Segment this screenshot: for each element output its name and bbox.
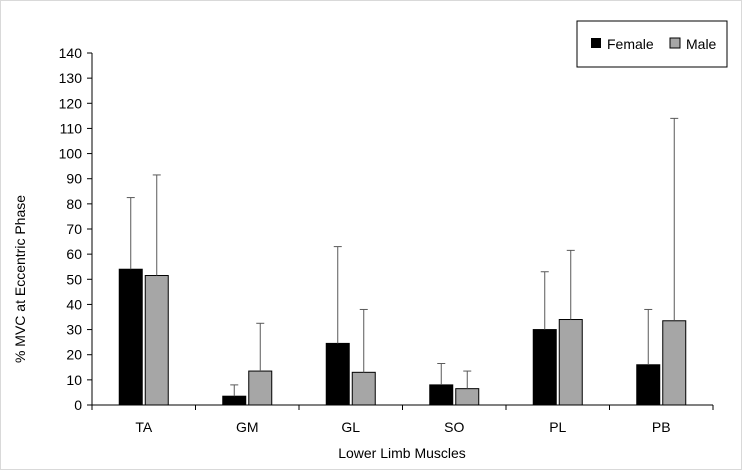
legend-swatch-male (669, 37, 681, 49)
y-tick-label: 30 (66, 322, 82, 338)
y-tick-label: 20 (66, 347, 82, 363)
y-tick-label: 60 (66, 246, 82, 262)
y-tick-label: 100 (59, 146, 83, 162)
error-bars-layer (126, 117, 679, 397)
bar-female-so (429, 384, 454, 406)
bar-male-so (455, 388, 480, 406)
y-tick-label: 140 (59, 45, 83, 61)
y-tick-label: 10 (66, 372, 82, 388)
bar-male-gm (248, 370, 273, 406)
x-axis-title: Lower Limb Muscles (338, 445, 466, 461)
y-tick-label: 70 (66, 221, 82, 237)
bars-layer (118, 268, 687, 406)
labels-layer: 0 10 20 30 40 50 60 70 80 90 100 110 120 130 140 TA GM GL… (59, 45, 671, 435)
y-tick-label: 90 (66, 171, 82, 187)
bar-male-pl (558, 319, 583, 406)
x-tick-label-gl: GL (341, 419, 360, 435)
y-tick-label: 130 (59, 70, 83, 86)
legend: Female Male (576, 20, 728, 68)
legend-box (576, 20, 728, 68)
legend-swatch-female (591, 38, 601, 48)
bar-male-pb (662, 320, 687, 406)
x-tick-label-pl: PL (549, 419, 566, 435)
y-tick-label: 110 (60, 120, 83, 136)
bar-female-pb (636, 364, 661, 406)
x-tick-label-pb: PB (652, 419, 671, 435)
bar-female-gl (325, 342, 350, 406)
bar-female-gm (222, 395, 247, 406)
y-tick-label: 80 (66, 196, 82, 212)
legend-label-female: Female (607, 36, 654, 52)
y-tick-label: 120 (59, 95, 83, 111)
x-tick-label-ta: TA (135, 419, 153, 435)
y-tick-label: 50 (66, 271, 82, 287)
bar-male-ta (144, 275, 169, 406)
bar-female-ta (118, 268, 143, 406)
bar-male-gl (351, 371, 376, 406)
legend-label-male: Male (686, 36, 717, 52)
axes-layer (87, 52, 714, 410)
bar-female-pl (532, 329, 557, 406)
y-axis-title: % MVC at Eccentric Phase (12, 195, 28, 363)
y-tick-label: 40 (66, 296, 82, 312)
x-tick-label-so: SO (444, 419, 464, 435)
x-tick-label-gm: GM (236, 419, 259, 435)
y-tick-label: 0 (74, 397, 82, 413)
